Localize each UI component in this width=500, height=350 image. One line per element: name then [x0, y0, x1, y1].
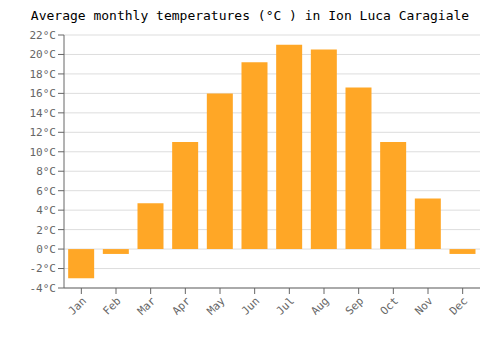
- svg-text:Aug: Aug: [308, 294, 331, 317]
- svg-text:-4°C: -4°C: [30, 282, 57, 295]
- svg-text:Oct: Oct: [378, 294, 401, 317]
- svg-text:-2°C: -2°C: [30, 262, 57, 275]
- svg-text:Jul: Jul: [274, 294, 297, 317]
- svg-text:2°C: 2°C: [36, 224, 56, 237]
- svg-text:May: May: [204, 294, 228, 318]
- svg-text:18°C: 18°C: [30, 68, 57, 81]
- svg-text:Dec: Dec: [447, 294, 470, 317]
- svg-text:8°C: 8°C: [36, 165, 56, 178]
- svg-text:Mar: Mar: [135, 294, 159, 318]
- svg-text:Feb: Feb: [100, 294, 123, 317]
- svg-text:Jun: Jun: [239, 294, 262, 317]
- svg-text:10°C: 10°C: [30, 146, 57, 159]
- svg-text:6°C: 6°C: [36, 185, 56, 198]
- html-text:Average monthly temperatures (: Average monthly temperatures (°C ) in Io…: [30, 8, 470, 23]
- svg-text:22°C: 22°C: [30, 29, 57, 42]
- svg-text:20°C: 20°C: [30, 48, 57, 61]
- svg-text:0°C: 0°C: [36, 243, 56, 256]
- svg-text:Sep: Sep: [343, 294, 366, 317]
- svg-text:4°C: 4°C: [36, 204, 56, 217]
- svg-text:Nov: Nov: [412, 294, 436, 318]
- svg-text:Jan: Jan: [66, 294, 89, 317]
- svg-text:12°C: 12°C: [30, 126, 57, 139]
- svg-text:Apr: Apr: [170, 294, 194, 318]
- svg-text:16°C: 16°C: [30, 87, 57, 100]
- svg-text:14°C: 14°C: [30, 107, 57, 120]
